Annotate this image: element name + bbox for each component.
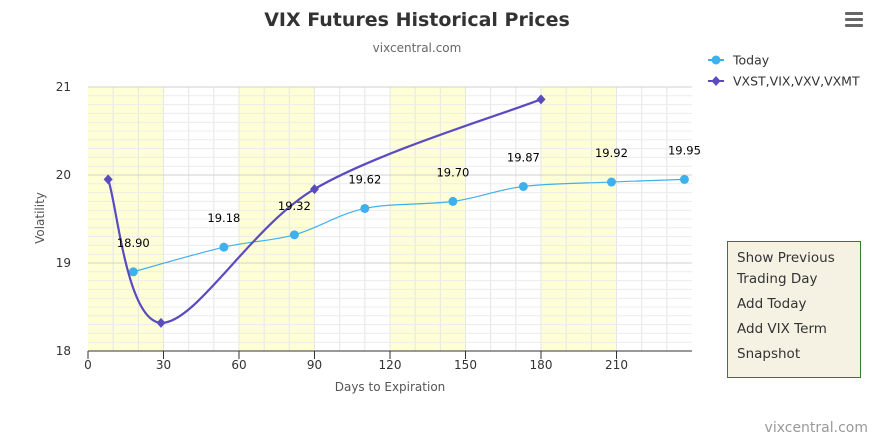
x-axis-title: Days to Expiration xyxy=(335,380,446,394)
data-label: 19.92 xyxy=(595,146,628,160)
y-tick-label: 18 xyxy=(56,344,71,358)
x-tick-label: 60 xyxy=(231,358,246,372)
x-tick-label: 210 xyxy=(605,358,628,372)
data-point xyxy=(518,181,528,191)
data-label: 19.32 xyxy=(278,199,311,213)
data-label: 19.18 xyxy=(207,211,240,225)
data-point xyxy=(128,267,138,277)
x-tick-label: 150 xyxy=(454,358,477,372)
x-tick-label: 30 xyxy=(156,358,171,372)
data-label: 19.95 xyxy=(668,143,701,157)
data-labels: 18.90 19.18 19.32 19.62 19.70 19.87 19.92 19.95 xyxy=(117,143,701,249)
chart-title: VIX Futures Historical Prices xyxy=(264,9,570,31)
data-label: 19.62 xyxy=(348,172,381,186)
legend-item-label: VXST,VIX,VXV,VXMT xyxy=(733,74,860,89)
legend-symbol-diamond xyxy=(711,76,721,86)
series-line-1 xyxy=(107,98,542,324)
data-point xyxy=(219,242,229,252)
data-point-diamond xyxy=(536,94,546,105)
menu-item-add-vix-term[interactable]: Add VIX Term xyxy=(737,321,827,337)
y-tick-label: 21 xyxy=(56,80,71,94)
data-point-diamond xyxy=(103,174,113,185)
hamburger-menu-icon[interactable] xyxy=(838,8,870,32)
x-tick-label: 90 xyxy=(307,358,322,372)
credits-link[interactable]: vixcentral.com xyxy=(765,420,868,436)
y-tick-label: 19 xyxy=(56,256,71,270)
data-label: 18.90 xyxy=(117,236,150,250)
y-axis-title: Volatility xyxy=(33,192,47,244)
context-menu: Show Previous Trading Day Add Today Add … xyxy=(727,241,861,378)
data-point-diamond xyxy=(310,184,319,195)
data-label: 19.87 xyxy=(507,150,540,164)
x-tick-label: 120 xyxy=(379,358,402,372)
data-point xyxy=(360,203,370,213)
data-point xyxy=(679,174,689,184)
data-point xyxy=(289,230,299,240)
legend-item-label: Today xyxy=(732,53,770,68)
data-point xyxy=(606,177,616,187)
series-layer xyxy=(103,94,689,328)
legend-symbol-circle xyxy=(711,55,721,65)
data-label: 19.70 xyxy=(436,165,469,179)
axes: 0 30 60 90 120 150 180 210 18 19 20 21 xyxy=(56,80,692,372)
menu-item-snapshot[interactable]: Snapshot xyxy=(737,346,801,362)
x-tick-label: 180 xyxy=(530,358,553,372)
menu-item-show-previous-trading-day[interactable]: Show Previous Trading Day xyxy=(737,250,835,287)
x-tick-label: 0 xyxy=(84,358,92,372)
menu-item-add-today[interactable]: Add Today xyxy=(737,296,807,312)
legend[interactable]: Today VXST,VIX,VXV,VXMT xyxy=(708,53,860,89)
data-point-diamond xyxy=(156,317,166,328)
y-tick-label: 20 xyxy=(56,168,71,182)
data-point xyxy=(448,196,458,206)
chart-subtitle: vixcentral.com xyxy=(373,41,462,55)
